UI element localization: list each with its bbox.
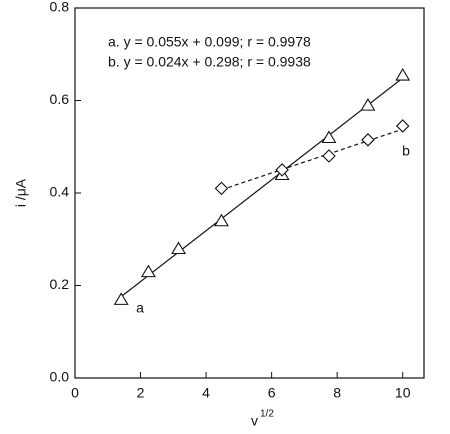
x-tick-label: 6 xyxy=(268,385,276,401)
data-point xyxy=(395,119,410,133)
x-axis-label-sup: 1/2 xyxy=(260,409,274,420)
x-axis-label: v xyxy=(251,413,258,429)
data-point xyxy=(361,133,375,147)
data-point xyxy=(322,149,336,163)
data-point xyxy=(171,241,187,255)
x-tick-label: 4 xyxy=(202,385,210,401)
data-point xyxy=(360,98,376,111)
data-point xyxy=(395,67,411,81)
series-label: a xyxy=(136,300,144,316)
y-axis-label: i /μA xyxy=(13,178,29,207)
y-tick-label: 0.2 xyxy=(50,276,70,292)
fit-line xyxy=(221,128,403,191)
fit-line xyxy=(117,75,407,300)
x-tick-label: 8 xyxy=(333,385,341,401)
x-tick-label: 10 xyxy=(395,385,411,401)
data-point xyxy=(140,264,156,278)
x-tick-label: 0 xyxy=(71,385,79,401)
y-tick-label: 0.4 xyxy=(50,184,70,200)
y-tick-label: 0.0 xyxy=(50,369,70,385)
data-point xyxy=(113,292,129,305)
data-point xyxy=(321,130,337,144)
x-tick-label: 2 xyxy=(137,385,145,401)
series-label: b xyxy=(402,143,410,159)
y-tick-label: 0.6 xyxy=(50,91,70,107)
data-point xyxy=(214,213,229,227)
annotation: b. y = 0.024x + 0.298; r = 0.9938 xyxy=(108,54,311,70)
data-point xyxy=(214,181,229,196)
annotation: a. y = 0.055x + 0.099; r = 0.9978 xyxy=(108,34,311,50)
data-point xyxy=(275,163,289,177)
y-tick-label: 0.8 xyxy=(50,0,70,15)
